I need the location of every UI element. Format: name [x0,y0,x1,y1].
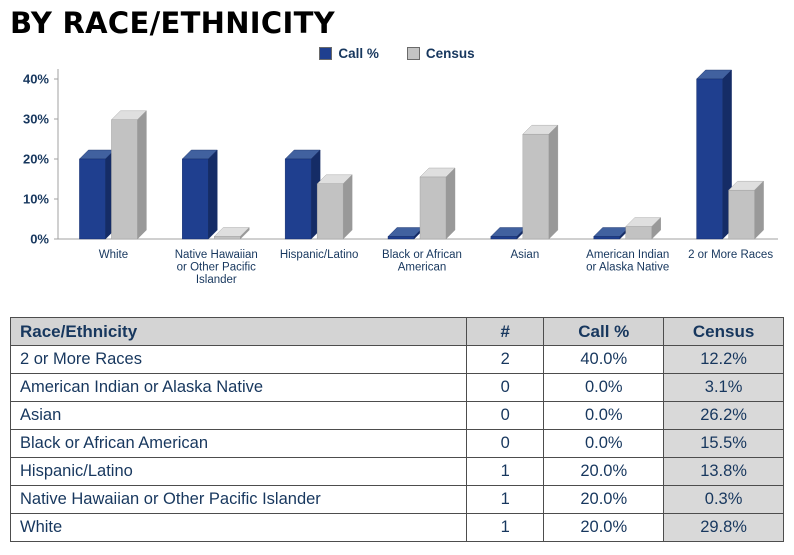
bar-census [110,110,147,240]
cell-count: 0 [466,373,545,402]
page-title: BY RACE/ETHNICITY [10,6,335,40]
cell-call-pct: 0.0% [543,429,665,458]
table-row: Asian 0 0.0% 26.2% [9,401,784,430]
bar-call [593,227,630,240]
bar-census [213,227,250,240]
y-axis-tick-label: 40% [23,72,49,87]
cell-count: 0 [466,401,545,430]
y-axis-tick-label: 0% [30,232,49,247]
cell-census: 0.3% [663,485,784,514]
cell-census: 12.2% [663,345,784,374]
cell-count: 1 [466,485,545,514]
table-row: 2 or More Races 2 40.0% 12.2% [9,345,784,374]
cell-census: 15.5% [663,429,784,458]
header-race-ethnicity: Race/Ethnicity [9,317,468,346]
cell-count: 0 [466,429,545,458]
legend-swatch-census [406,46,420,60]
cell-call-pct: 20.0% [543,457,665,486]
legend-item-call: Call % [319,46,379,61]
bar-call [284,149,321,240]
legend-swatch-call [319,46,333,60]
cell-call-pct: 0.0% [543,401,665,430]
bar-call [696,69,733,240]
bar-census [625,217,662,240]
cell-call-pct: 20.0% [543,513,665,542]
cell-census: 3.1% [663,373,784,402]
cell-race-ethnicity: White [9,513,468,542]
cell-race-ethnicity: Black or African American [9,429,468,458]
bar-call [181,149,218,240]
table-row: Native Hawaiian or Other Pacific Islande… [9,485,784,514]
cell-census: 13.8% [663,457,784,486]
race-ethnicity-table-wrap: Race/Ethnicity # Call % Census 2 or More… [9,317,784,542]
bar-census [522,124,559,240]
bar-call [78,149,115,240]
cell-call-pct: 20.0% [543,485,665,514]
bar-call [490,227,527,240]
x-axis-category-label: White [99,249,128,261]
table-row: Hispanic/Latino 1 20.0% 13.8% [9,457,784,486]
cell-race-ethnicity: Hispanic/Latino [9,457,468,486]
legend-item-census: Census [406,45,475,61]
chart-legend: Call % Census [0,43,794,63]
bar-census [419,167,456,240]
x-axis-category-label: Native Hawaiian or Other Pacific Islander [175,249,258,286]
table-row: Black or African American 0 0.0% 15.5% [9,429,784,458]
x-axis-category-label: Black or African American [382,249,462,274]
table-body: 2 or More Races 2 40.0% 12.2% American India… [9,345,784,542]
x-axis-category-label: 2 or More Races [688,249,773,261]
y-axis-tick-label: 30% [23,112,49,127]
race-ethnicity-table: Race/Ethnicity # Call % Census 2 or More… [9,317,784,542]
header-call-pct: Call % [543,317,665,346]
cell-census: 26.2% [663,401,784,430]
y-axis-tick-label: 10% [23,192,49,207]
cell-race-ethnicity: American Indian or Alaska Native [9,373,468,402]
cell-count: 1 [466,513,545,542]
cell-race-ethnicity: Asian [9,401,468,430]
bar-call [387,227,424,240]
cell-race-ethnicity: Native Hawaiian or Other Pacific Islande… [9,485,468,514]
bar-census [728,180,765,240]
x-axis-category-label: American Indian or Alaska Native [586,249,669,274]
cell-call-pct: 40.0% [543,345,665,374]
cell-race-ethnicity: 2 or More Races [9,345,468,374]
table-row: American Indian or Alaska Native 0 0.0% 3.1… [9,373,784,402]
cell-count: 1 [466,457,545,486]
header-census: Census [663,317,784,346]
y-axis-tick-label: 20% [23,152,49,167]
legend-label-call: Call % [338,45,379,61]
bar-census [316,174,353,240]
legend-label-census: Census [425,45,475,61]
table-header-row: Race/Ethnicity # Call % Census [9,317,784,346]
x-axis-category-label: Asian [510,249,539,261]
table-row: White 1 20.0% 29.8% [9,513,784,542]
cell-census: 29.8% [663,513,784,542]
race-ethnicity-chart: 0% 10% 20% 30% 40% White Native Hawaiian or Oth… [23,69,778,286]
cell-call-pct: 0.0% [543,373,665,402]
header-count: # [466,317,545,346]
cell-count: 2 [466,345,545,374]
x-axis-category-label: Hispanic/Latino [280,249,359,261]
